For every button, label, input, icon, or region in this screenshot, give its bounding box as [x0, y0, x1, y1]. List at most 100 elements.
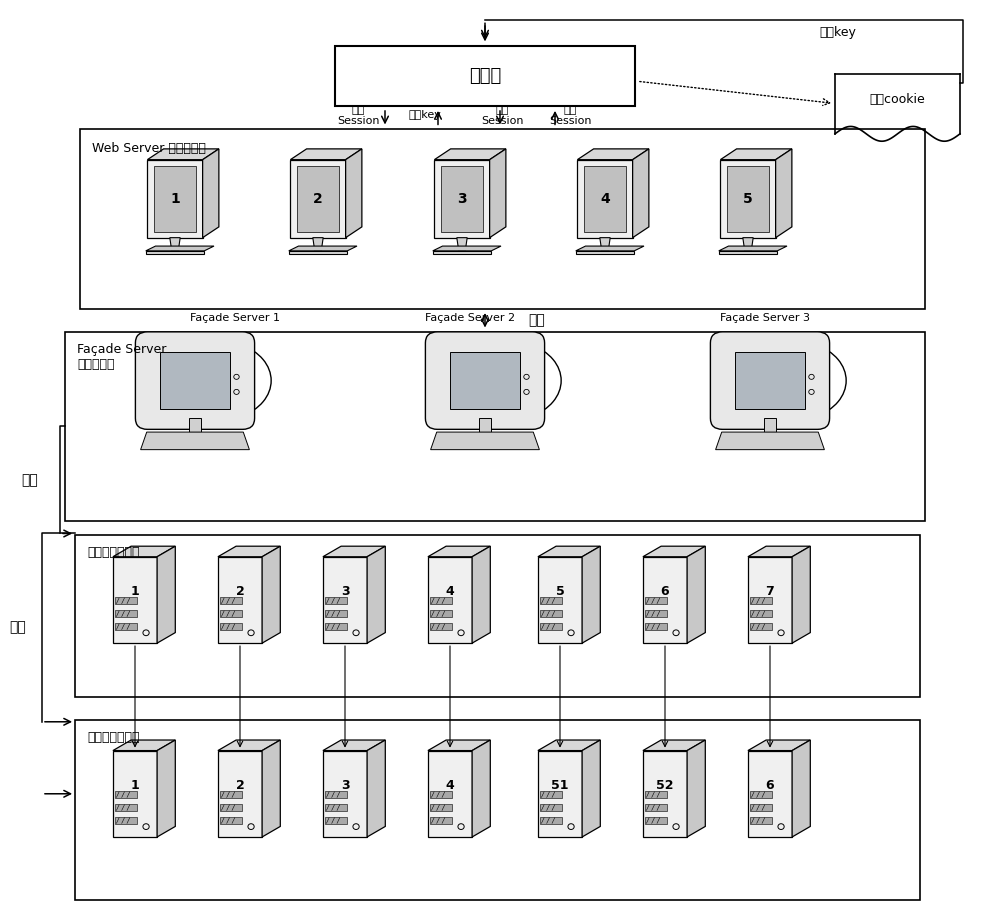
Polygon shape — [490, 149, 506, 237]
Polygon shape — [428, 740, 490, 750]
Polygon shape — [428, 750, 472, 837]
Polygon shape — [645, 610, 667, 617]
Text: 6: 6 — [661, 585, 669, 598]
Polygon shape — [538, 546, 600, 557]
Polygon shape — [431, 432, 539, 450]
Polygon shape — [576, 251, 634, 254]
Polygon shape — [576, 246, 644, 251]
Polygon shape — [792, 740, 810, 837]
FancyBboxPatch shape — [710, 332, 830, 429]
Polygon shape — [113, 546, 175, 557]
Polygon shape — [645, 817, 667, 824]
Text: 反馈
Session: 反馈 Session — [549, 104, 591, 126]
Polygon shape — [430, 610, 452, 617]
Polygon shape — [472, 740, 490, 837]
Text: 获取
Session: 获取 Session — [481, 104, 523, 126]
Bar — [65, 332, 925, 521]
Text: 3: 3 — [341, 585, 349, 598]
Polygon shape — [430, 623, 452, 630]
Polygon shape — [346, 149, 362, 237]
Polygon shape — [157, 546, 175, 643]
Polygon shape — [313, 237, 323, 251]
Polygon shape — [147, 160, 203, 237]
Polygon shape — [582, 740, 600, 837]
Polygon shape — [645, 791, 667, 798]
Text: 6: 6 — [766, 779, 774, 792]
Polygon shape — [325, 791, 347, 798]
Polygon shape — [720, 149, 792, 160]
Bar — [75, 720, 920, 900]
Polygon shape — [643, 557, 687, 643]
Polygon shape — [428, 546, 490, 557]
Text: 1: 1 — [131, 585, 139, 598]
Bar — [335, 46, 635, 106]
Polygon shape — [146, 251, 204, 254]
Polygon shape — [220, 804, 242, 811]
Polygon shape — [538, 740, 600, 750]
Polygon shape — [687, 740, 705, 837]
Polygon shape — [220, 610, 242, 617]
Polygon shape — [633, 149, 649, 237]
Text: 1: 1 — [131, 779, 139, 792]
Polygon shape — [748, 750, 792, 837]
Polygon shape — [582, 546, 600, 643]
Text: 5: 5 — [743, 192, 753, 206]
Polygon shape — [141, 432, 249, 450]
Polygon shape — [776, 149, 792, 237]
Polygon shape — [540, 791, 562, 798]
Polygon shape — [472, 546, 490, 643]
Polygon shape — [540, 804, 562, 811]
Polygon shape — [645, 623, 667, 630]
Polygon shape — [297, 165, 339, 232]
Polygon shape — [643, 740, 705, 750]
Polygon shape — [325, 804, 347, 811]
Polygon shape — [113, 557, 157, 643]
Polygon shape — [157, 740, 175, 837]
Polygon shape — [792, 546, 810, 643]
Polygon shape — [577, 160, 633, 237]
Bar — [479, 418, 491, 432]
Polygon shape — [154, 165, 196, 232]
Polygon shape — [428, 557, 472, 643]
Polygon shape — [115, 791, 137, 798]
Bar — [160, 352, 230, 409]
Text: Façade Server 1: Façade Server 1 — [190, 313, 280, 323]
Polygon shape — [643, 750, 687, 837]
Polygon shape — [113, 750, 157, 837]
Polygon shape — [290, 149, 362, 160]
Text: 第二存储子系统: 第二存储子系统 — [87, 731, 140, 744]
Polygon shape — [540, 817, 562, 824]
Polygon shape — [645, 597, 667, 605]
Polygon shape — [430, 597, 452, 605]
Polygon shape — [540, 610, 562, 617]
Text: Façade Server
服务子系统: Façade Server 服务子系统 — [77, 343, 166, 371]
Text: 任一: 任一 — [10, 620, 26, 635]
Polygon shape — [325, 610, 347, 617]
Polygon shape — [170, 237, 180, 251]
Polygon shape — [289, 251, 347, 254]
Text: 本地cookie: 本地cookie — [870, 92, 925, 106]
Text: 浏览器: 浏览器 — [469, 67, 501, 85]
Bar — [735, 352, 805, 409]
Polygon shape — [538, 750, 582, 837]
Text: 任一: 任一 — [529, 313, 545, 328]
Polygon shape — [540, 597, 562, 605]
FancyBboxPatch shape — [135, 332, 255, 429]
Polygon shape — [433, 251, 491, 254]
Polygon shape — [325, 817, 347, 824]
Polygon shape — [750, 791, 772, 798]
Polygon shape — [113, 740, 175, 750]
Polygon shape — [367, 740, 385, 837]
Polygon shape — [433, 246, 501, 251]
Text: 4: 4 — [446, 779, 454, 792]
Polygon shape — [748, 546, 810, 557]
Polygon shape — [584, 165, 626, 232]
Polygon shape — [218, 546, 280, 557]
Polygon shape — [325, 623, 347, 630]
Polygon shape — [218, 740, 280, 750]
Polygon shape — [203, 149, 219, 237]
Polygon shape — [115, 804, 137, 811]
Bar — [75, 535, 920, 697]
Polygon shape — [430, 791, 452, 798]
Polygon shape — [146, 246, 214, 251]
